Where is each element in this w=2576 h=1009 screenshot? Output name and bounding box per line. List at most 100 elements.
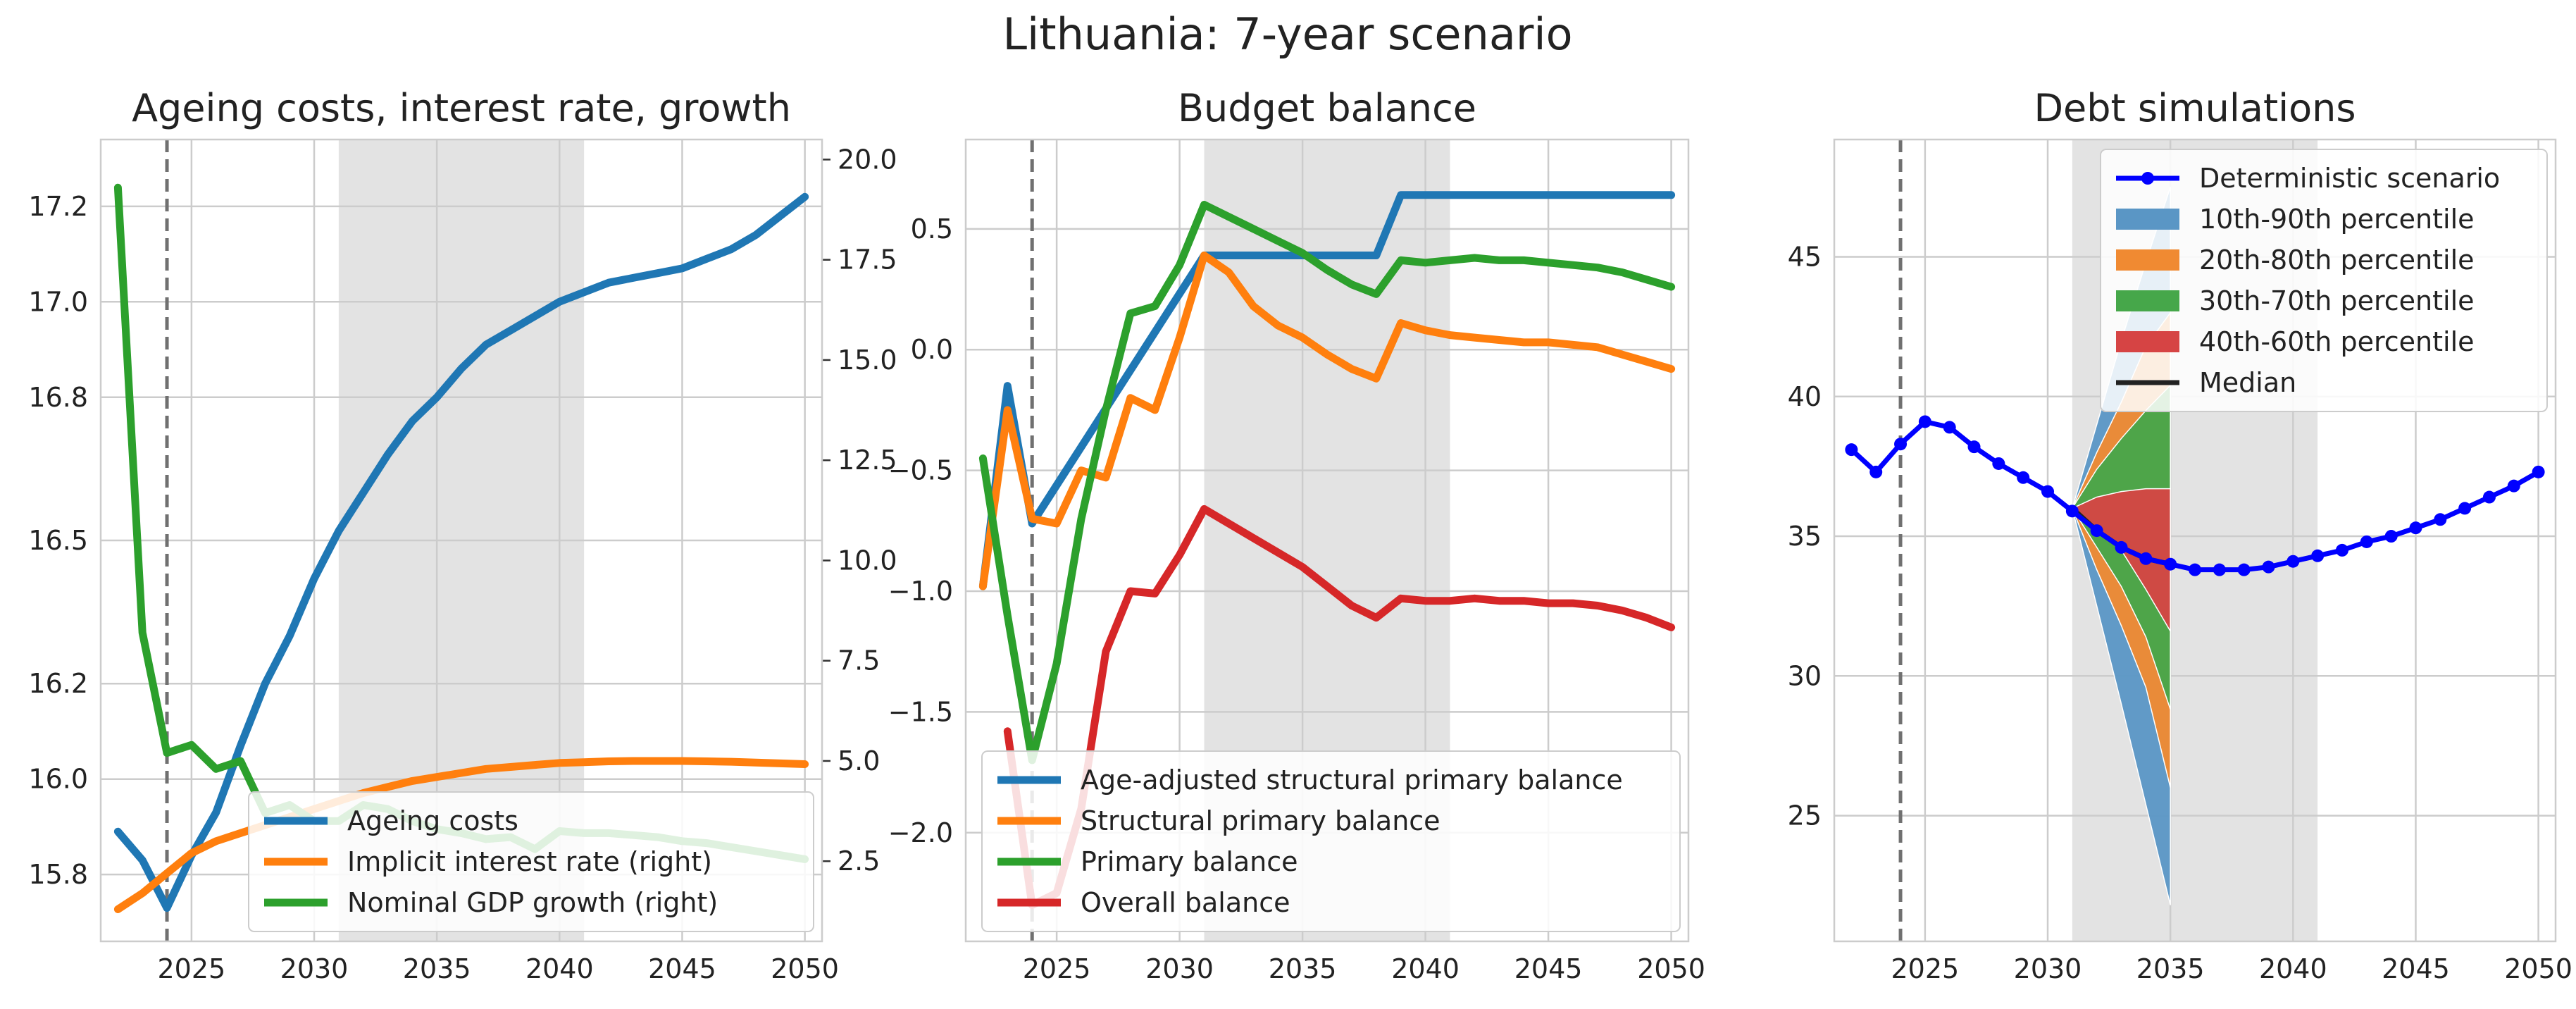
x-tick-label: 2035 (403, 953, 471, 984)
deterministic-point (2115, 540, 2128, 554)
y-tick-label: 35 (1788, 521, 1822, 552)
y-tick-label: −2.0 (888, 817, 953, 848)
deterministic-point (2311, 549, 2325, 562)
legend-item: Median (2116, 367, 2296, 398)
deterministic-point (2335, 543, 2348, 557)
subplot-title: Ageing costs, interest rate, growth (132, 86, 791, 130)
x-tick-label: 2040 (1391, 953, 1460, 984)
x-tick-label: 2050 (2504, 953, 2572, 984)
x-tick-label: 2035 (2136, 953, 2205, 984)
y-tick-label: 16.5 (28, 525, 88, 556)
legend-item: Deterministic scenario (2116, 163, 2500, 194)
legend-item: Structural primary balance (997, 805, 1441, 836)
x-tick-label: 2045 (648, 953, 716, 984)
ageing-panel: 2025 2030 2035 2040 2045 2050 15.8 16.0 16.2 16.5… (28, 86, 897, 984)
deterministic-point (2286, 555, 2300, 568)
right-y-tick-label: 5.0 (838, 745, 880, 776)
plot-frame (964, 138, 1690, 943)
x-tick-label: 2040 (525, 953, 594, 984)
y-tick-label: 0.0 (911, 334, 953, 365)
legend-label: Nominal GDP growth (right) (347, 887, 718, 918)
legend-swatch (2116, 331, 2179, 352)
right-y-tick-label: 15.0 (838, 345, 897, 376)
legend-swatch-marker (2141, 172, 2154, 185)
plot-frame (1833, 138, 2557, 943)
deterministic-point (2409, 521, 2422, 535)
legend-label: Median (2199, 367, 2296, 398)
y-tick-label: 16.0 (28, 764, 88, 795)
x-tick-label: 2045 (1514, 953, 1583, 984)
legend-swatch (2116, 209, 2179, 230)
legend-item: Primary balance (997, 846, 1298, 877)
deterministic-point (2434, 513, 2447, 526)
deterministic-point (2458, 502, 2472, 515)
implicit-interest-rate-line (113, 757, 809, 913)
deterministic-point (2507, 479, 2520, 493)
deterministic-point (2189, 563, 2201, 576)
legend-label: 10th-90th percentile (2199, 204, 2475, 235)
y-tick-label: 40 (1788, 381, 1822, 412)
deterministic-point (1918, 415, 1931, 428)
deterministic-point (2017, 471, 2030, 484)
primary-balance-line (978, 201, 1676, 765)
deterministic-point (1845, 443, 1858, 457)
right-y-tick-label: 2.5 (838, 846, 880, 877)
deterministic-point (2360, 535, 2373, 548)
legend-swatch (2116, 249, 2179, 271)
overall-balance-line (1003, 505, 1676, 910)
subplot-title: Debt simulations (2034, 86, 2356, 130)
deterministic-point (1894, 438, 1908, 451)
deterministic-point (1992, 457, 2005, 470)
x-tick-label: 2025 (1023, 953, 1091, 984)
x-tick-label: 2025 (1891, 953, 1960, 984)
legend-item: 40th-60th percentile (2116, 326, 2475, 357)
legend-label: Primary balance (1081, 846, 1298, 877)
legend: Age-adjusted structural primary balance S… (981, 750, 1681, 932)
x-tick-label: 2030 (280, 953, 349, 984)
right-y-tick-label: 20.0 (838, 144, 897, 175)
deterministic-point (2065, 505, 2079, 518)
x-tick-label: 2035 (1269, 953, 1337, 984)
deterministic-point (2139, 552, 2153, 565)
x-tick-label: 2030 (2014, 953, 2082, 984)
right-y-tick-label: 10.0 (838, 545, 897, 576)
x-tick-label: 2045 (2382, 953, 2450, 984)
deterministic-point (2532, 465, 2545, 478)
y-tick-label: −1.5 (888, 696, 953, 727)
deterministic-point (1869, 465, 1883, 478)
y-tick-label: −1.0 (888, 576, 953, 607)
legend-item: 10th-90th percentile (2116, 204, 2475, 235)
deterministic-point (1967, 440, 1981, 454)
x-tick-label: 2030 (1145, 953, 1214, 984)
deterministic-point (2213, 563, 2226, 576)
legend-label: 30th-70th percentile (2199, 285, 2475, 316)
deterministic-point (2262, 560, 2275, 574)
y-tick-label: 30 (1788, 660, 1822, 691)
y-tick-label: 15.8 (28, 859, 88, 890)
deterministic-point (2090, 524, 2103, 538)
plot-frame (99, 138, 823, 943)
right-y-tick-label: 17.5 (838, 244, 897, 276)
legend-item: Age-adjusted structural primary balance (997, 765, 1623, 796)
subplot-title: Budget balance (1178, 86, 1476, 130)
deterministic-point (2384, 530, 2398, 543)
x-tick-label: 2050 (1637, 953, 1705, 984)
right-y-tick-label: 7.5 (838, 645, 880, 676)
legend-label: 20th-80th percentile (2199, 244, 2475, 276)
budget-panel: 2025 2030 2035 2040 2045 2050 −2.0 −1.5 −1.0 −0.5… (888, 86, 1705, 984)
legend-label: Structural primary balance (1081, 805, 1441, 836)
legend-label: Deterministic scenario (2199, 163, 2500, 194)
deterministic-point (2482, 490, 2496, 504)
legend-item: Implicit interest rate (right) (264, 846, 712, 877)
legend-swatch (2116, 290, 2179, 311)
legend: Ageing costs Implicit interest rate (righ… (248, 791, 814, 932)
legend-frame (248, 791, 814, 932)
legend-item: Overall balance (997, 887, 1290, 918)
legend-label: Overall balance (1081, 887, 1290, 918)
ageing-costs-line (113, 192, 809, 912)
legend-label: Ageing costs (347, 805, 518, 836)
y-tick-label: 16.2 (28, 668, 88, 699)
y-tick-label: 17.0 (28, 286, 88, 317)
age-adjusted-structural-primary-balance-line (978, 191, 1676, 590)
